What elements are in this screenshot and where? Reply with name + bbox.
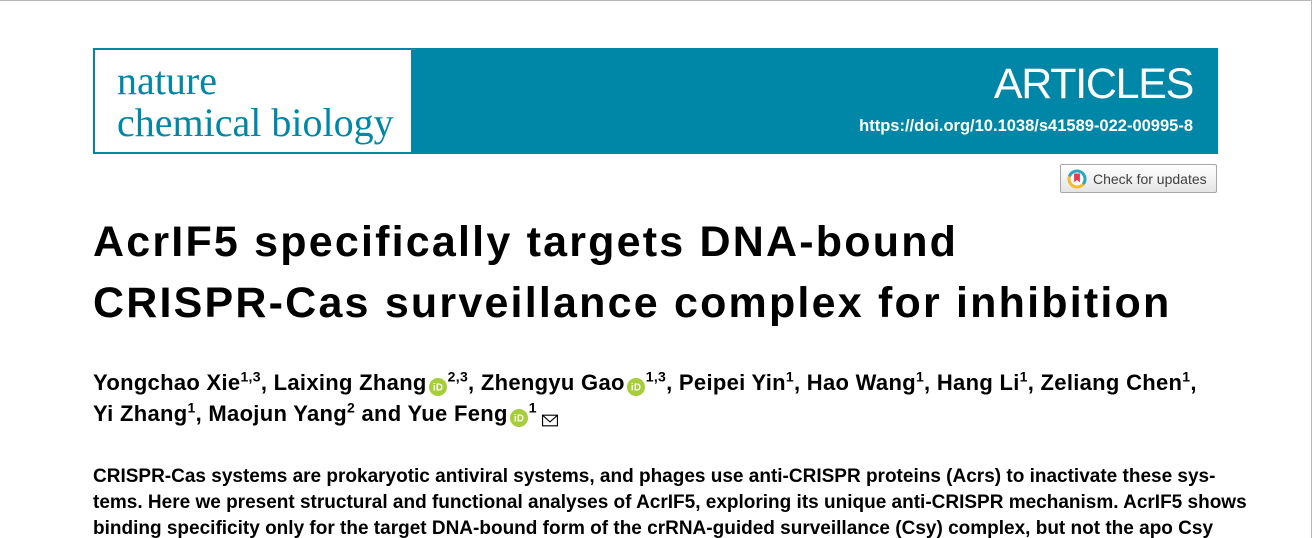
svg-text:iD: iD bbox=[631, 383, 641, 394]
svg-text:iD: iD bbox=[514, 414, 524, 425]
svg-text:iD: iD bbox=[433, 383, 443, 394]
